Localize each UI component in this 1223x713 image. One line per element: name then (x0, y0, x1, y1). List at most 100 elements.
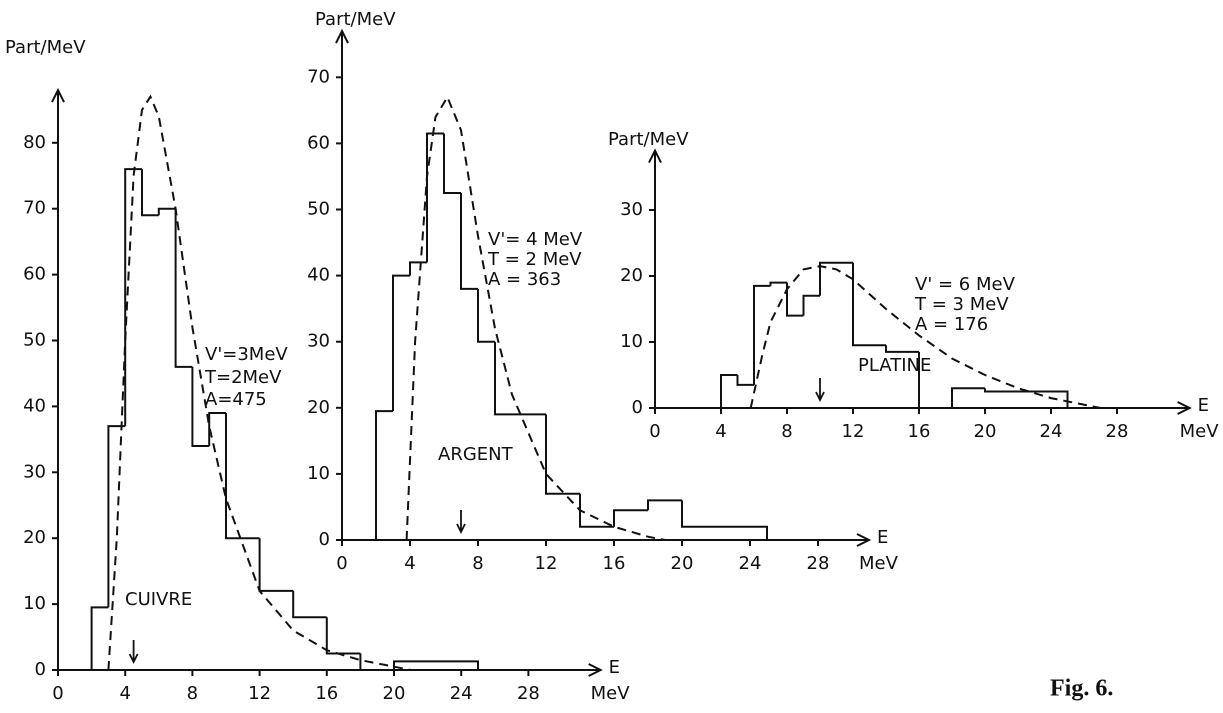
histogram-bar (325, 617, 361, 655)
x-tick-label: 28 (1106, 421, 1129, 442)
x-axis-arrow (856, 533, 872, 547)
y-tick-label: 50 (307, 199, 330, 220)
histogram-bar (392, 274, 410, 412)
annotation: A = 176 (915, 314, 988, 335)
x-tick-label: 4 (119, 683, 130, 704)
annotation: T = 3 MeV (914, 294, 1009, 315)
y-tick-label: 70 (23, 198, 46, 219)
x-tick-label: 24 (1040, 421, 1063, 442)
histogram-bar (443, 133, 461, 194)
histogram-bar (819, 261, 853, 296)
histogram-bar (191, 366, 210, 447)
histogram-bar (647, 499, 682, 511)
histogram-bar (124, 168, 142, 427)
x-unit-label: MeV (1180, 421, 1220, 442)
histogram-bar (225, 412, 260, 540)
histogram-bar (786, 282, 804, 317)
histogram-bar (460, 192, 478, 290)
x-unit-label: MeV (859, 553, 899, 574)
histogram-bar (852, 262, 886, 347)
y-tick-label: 10 (620, 331, 643, 352)
y-axis-arrow (648, 148, 662, 164)
x-tick-label: 12 (535, 553, 558, 574)
x-axis-label: E (877, 527, 888, 548)
histogram-bar (769, 281, 787, 286)
x-tick-label: 0 (336, 553, 347, 574)
x-tick-label: 24 (739, 553, 762, 574)
x-axis-arrow (1177, 401, 1192, 415)
x-tick-label: 0 (649, 421, 660, 442)
histogram-bar (494, 341, 512, 416)
annotation: V'= 4 MeV (488, 229, 583, 250)
x-tick-label: 8 (781, 421, 792, 442)
histogram-bar (90, 606, 109, 670)
y-tick-label: 50 (23, 330, 46, 351)
fit-curve (405, 94, 666, 541)
y-tick-label: 10 (307, 463, 330, 484)
y-tick-label: 20 (620, 265, 643, 286)
histogram-bar (157, 207, 176, 216)
histogram-bar (951, 387, 985, 408)
x-tick-label: 12 (842, 421, 865, 442)
histogram-bar (359, 653, 394, 671)
histogram-bar (681, 500, 768, 540)
histogram-bar (258, 538, 294, 592)
annotation: PLATINE (858, 355, 931, 376)
x-tick-label: 0 (52, 683, 63, 704)
histogram-bar (885, 345, 919, 353)
annotation: ARGENT (438, 444, 514, 465)
y-axis-arrow (51, 87, 65, 103)
annotation: V' = 6 MeV (915, 274, 1016, 295)
y-axis-label: Part/MeV (315, 9, 396, 30)
x-unit-label: MeV (591, 683, 631, 704)
histogram-bar (753, 284, 771, 385)
y-tick-label: 30 (620, 199, 643, 220)
annotation: V'=3MeV (205, 344, 288, 365)
x-axis-label: E (1198, 395, 1209, 416)
x-tick-label: 20 (383, 683, 406, 704)
y-tick-label: 80 (23, 132, 46, 153)
x-tick-label: 20 (974, 421, 997, 442)
fit-curve (749, 265, 1101, 409)
x-tick-label: 12 (248, 683, 271, 704)
histogram-bar (918, 351, 952, 409)
histogram-bar (579, 493, 614, 528)
energy-arrow (456, 510, 466, 535)
histogram-bar (292, 590, 327, 619)
histogram-bar (545, 414, 580, 495)
y-tick-label: 60 (23, 264, 46, 285)
histogram-bar (107, 425, 126, 608)
x-tick-label: 24 (450, 683, 473, 704)
y-tick-label: 20 (23, 527, 46, 548)
annotation: T = 2 MeV (487, 249, 582, 270)
y-axis-label: Part/MeV (608, 129, 689, 150)
annotation: A = 363 (488, 269, 561, 290)
y-tick-label: 40 (307, 265, 330, 286)
x-tick-label: 8 (187, 683, 198, 704)
y-tick-label: 20 (307, 397, 330, 418)
y-tick-label: 0 (35, 659, 46, 680)
annotation: A=475 (205, 389, 267, 410)
energy-arrow (128, 640, 139, 665)
x-tick-label: 4 (404, 553, 415, 574)
x-axis-arrow (588, 663, 603, 677)
annotation: T=2MeV (204, 367, 282, 388)
histogram-bar (477, 288, 495, 343)
y-tick-label: 10 (23, 593, 46, 614)
x-axis-label: E (609, 657, 620, 678)
histogram-bar (141, 169, 159, 217)
histogram-bar (802, 294, 820, 316)
y-tick-label: 30 (23, 461, 46, 482)
histogram-bar (393, 660, 479, 670)
x-tick-label: 28 (517, 683, 540, 704)
y-axis-arrow (335, 28, 349, 44)
histogram-bar (208, 411, 226, 446)
x-tick-label: 8 (472, 553, 483, 574)
x-tick-label: 16 (603, 553, 626, 574)
histogram-bar (409, 261, 427, 276)
y-tick-label: 40 (23, 395, 46, 416)
x-tick-label: 16 (908, 421, 931, 442)
x-tick-label: 28 (807, 553, 830, 574)
